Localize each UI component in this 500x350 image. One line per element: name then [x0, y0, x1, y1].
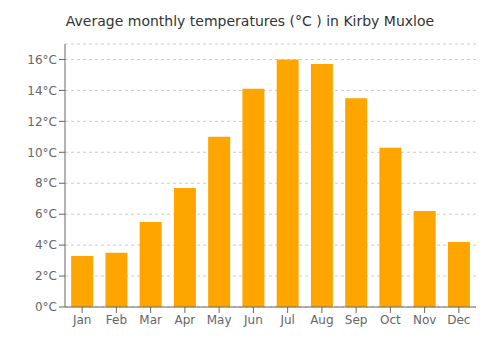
svg-text:2°C: 2°C	[35, 269, 57, 283]
html-text:Average monthly temperatures (: Average monthly temperatures (°C ) in Ki…	[65, 13, 435, 29]
svg-text:6°C: 6°C	[35, 207, 57, 221]
svg-text:12°C: 12°C	[27, 115, 57, 129]
svg-text:Dec: Dec	[447, 313, 470, 327]
svg-text:Oct: Oct	[380, 313, 401, 327]
svg-text:4°C: 4°C	[35, 238, 57, 252]
svg-text:Sep: Sep	[345, 313, 368, 327]
svg-text:14°C: 14°C	[27, 84, 57, 98]
svg-text:Jul: Jul	[279, 313, 294, 327]
svg-text:8°C: 8°C	[35, 176, 57, 190]
svg-text:Aug: Aug	[310, 313, 333, 327]
svg-text:0°C: 0°C	[35, 300, 57, 314]
svg-text:16°C: 16°C	[27, 53, 57, 67]
svg-text:Apr: Apr	[174, 313, 195, 327]
svg-text:Jun: Jun	[243, 313, 263, 327]
svg-text:10°C: 10°C	[27, 146, 57, 160]
svg-text:Jan: Jan	[72, 313, 92, 327]
svg-text:Nov: Nov	[413, 313, 436, 327]
svg-text:Mar: Mar	[139, 313, 162, 327]
svg-text:Feb: Feb	[106, 313, 127, 327]
svg-text:May: May	[207, 313, 232, 327]
